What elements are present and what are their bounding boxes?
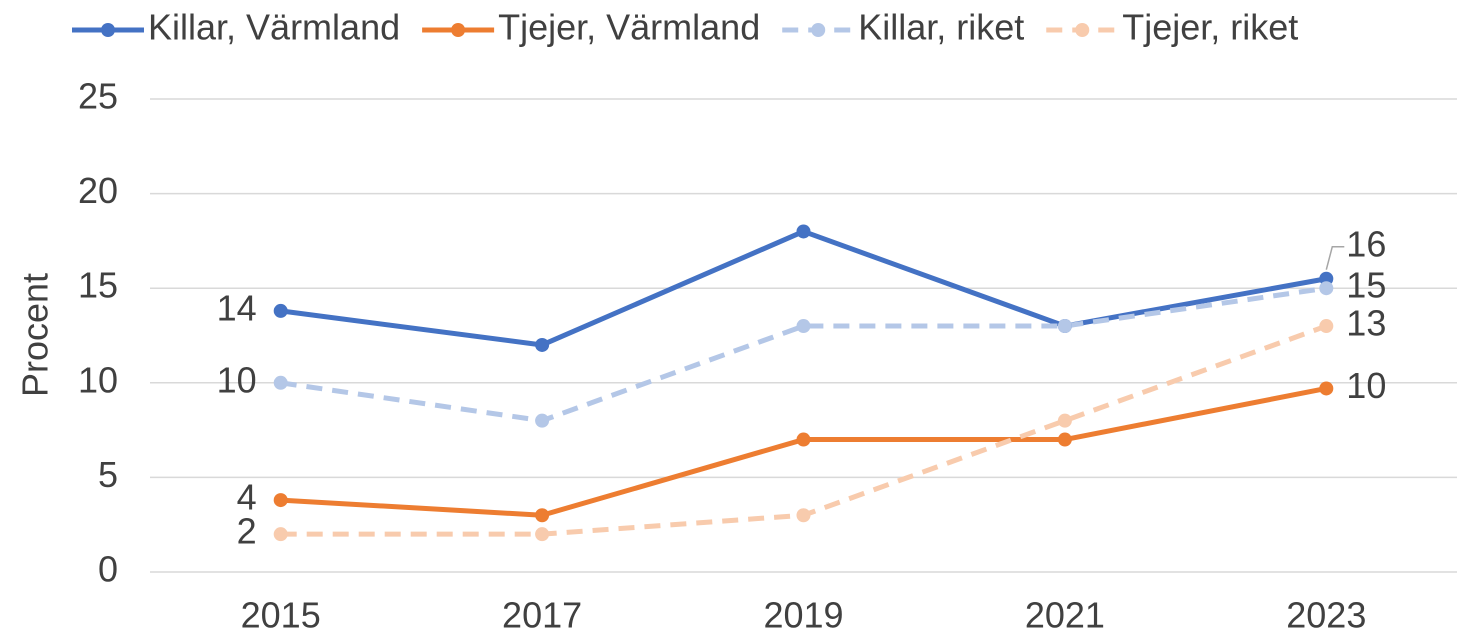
y-tick-label: 5 xyxy=(98,454,118,495)
data-label: 10 xyxy=(1346,365,1386,406)
point xyxy=(535,337,550,352)
point xyxy=(1319,281,1334,296)
y-tick-label: 25 xyxy=(78,76,118,117)
point xyxy=(273,527,288,542)
point xyxy=(796,508,811,523)
point xyxy=(1057,432,1072,447)
x-tick-label: 2019 xyxy=(763,595,843,636)
point xyxy=(535,527,550,542)
point xyxy=(796,432,811,447)
y-tick-label: 20 xyxy=(78,170,118,211)
point xyxy=(273,493,288,508)
x-tick-label: 2017 xyxy=(502,595,582,636)
data-label: 13 xyxy=(1346,303,1386,344)
legend-label: Tjejer, Värmland xyxy=(498,7,760,48)
legend-marker xyxy=(811,23,826,37)
point xyxy=(1319,319,1334,334)
x-tick-label: 2021 xyxy=(1025,595,1105,636)
legend-marker xyxy=(451,23,466,37)
series-line xyxy=(280,323,1328,537)
data-label: 16 xyxy=(1346,223,1386,264)
point xyxy=(1057,413,1072,428)
point xyxy=(796,319,811,334)
y-tick-label: 0 xyxy=(98,549,118,590)
y-tick-label: 10 xyxy=(78,359,118,400)
series-line xyxy=(280,285,1327,424)
data-label: 2 xyxy=(237,511,257,552)
legend-label: Killar, riket xyxy=(858,7,1024,48)
point xyxy=(535,508,550,523)
point xyxy=(796,224,811,239)
data-label: 14 xyxy=(217,287,257,328)
point xyxy=(273,375,288,390)
legend-marker xyxy=(1075,23,1090,37)
point xyxy=(273,303,288,318)
legend-marker xyxy=(101,23,115,37)
data-label: 15 xyxy=(1346,265,1386,306)
data-label: 4 xyxy=(237,477,257,518)
x-tick-label: 2015 xyxy=(241,595,321,636)
y-tick-label: 15 xyxy=(78,265,118,306)
label-leader xyxy=(1325,245,1345,270)
legend-label: Tjejer, riket xyxy=(1122,7,1298,48)
point xyxy=(1319,381,1334,396)
y-axis-label: Procent xyxy=(15,273,56,397)
data-label: 10 xyxy=(217,359,257,400)
point xyxy=(535,413,550,428)
legend-label: Killar, Värmland xyxy=(148,7,400,48)
point xyxy=(1057,319,1072,334)
x-tick-label: 2023 xyxy=(1286,595,1366,636)
